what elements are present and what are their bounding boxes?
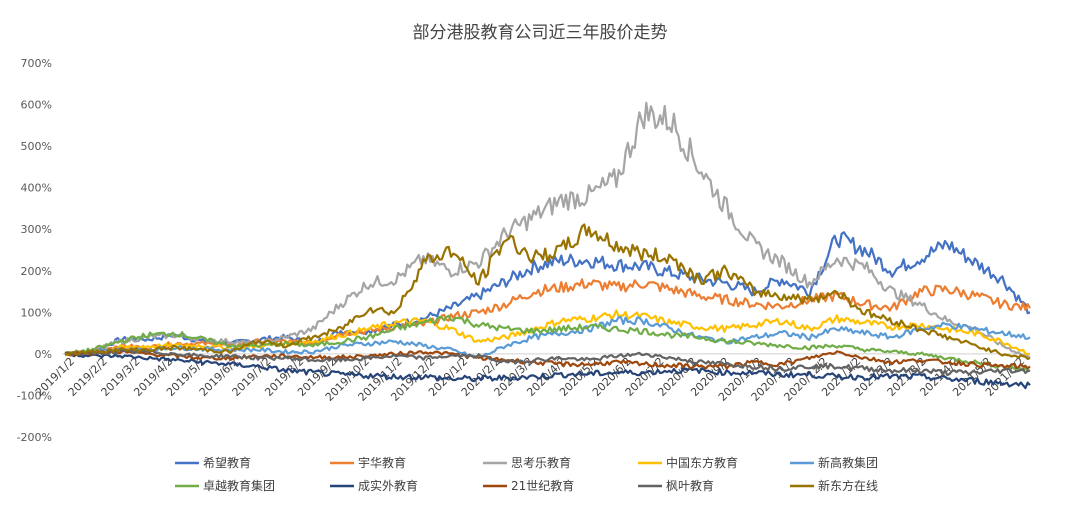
legend-label: 新东方在线 [818, 478, 878, 493]
series-line-9 [64, 349, 1031, 377]
series-line-3 [64, 101, 1031, 359]
legend-label: 成实外教育 [358, 478, 418, 493]
series-layer [64, 101, 1031, 390]
y-tick-label: 700% [21, 57, 52, 70]
y-tick-label: 300% [21, 223, 52, 236]
y-tick-label: 0% [35, 348, 52, 361]
legend-label: 宇华教育 [358, 455, 406, 470]
legend-label: 枫叶教育 [666, 478, 714, 493]
legend-label: 21世纪教育 [511, 478, 574, 493]
series-line-7 [64, 352, 1031, 390]
legend-label: 新高教集团 [818, 455, 878, 470]
series-line-10 [64, 223, 1031, 360]
legend-label: 思考乐教育 [511, 455, 571, 470]
series-line-1 [64, 231, 1031, 356]
y-tick-label: 100% [21, 306, 52, 319]
y-tick-label: -100% [17, 389, 52, 402]
chart-title: 部分港股教育公司近三年股价走势 [413, 23, 668, 43]
y-tick-label: 500% [21, 140, 52, 153]
legend-label: 中国东方教育 [666, 455, 738, 470]
legend-label: 卓越教育集团 [203, 478, 275, 493]
legend-label: 希望教育 [203, 455, 251, 470]
y-tick-label: -200% [17, 431, 52, 444]
y-tick-label: 400% [21, 182, 52, 195]
y-tick-label: 200% [21, 265, 52, 278]
series-line-6 [64, 314, 1031, 373]
y-tick-label: 600% [21, 99, 52, 112]
y-axis: 700% 600% 500% 400% 300% 200% 100% 0% -100% -200% [17, 57, 52, 444]
